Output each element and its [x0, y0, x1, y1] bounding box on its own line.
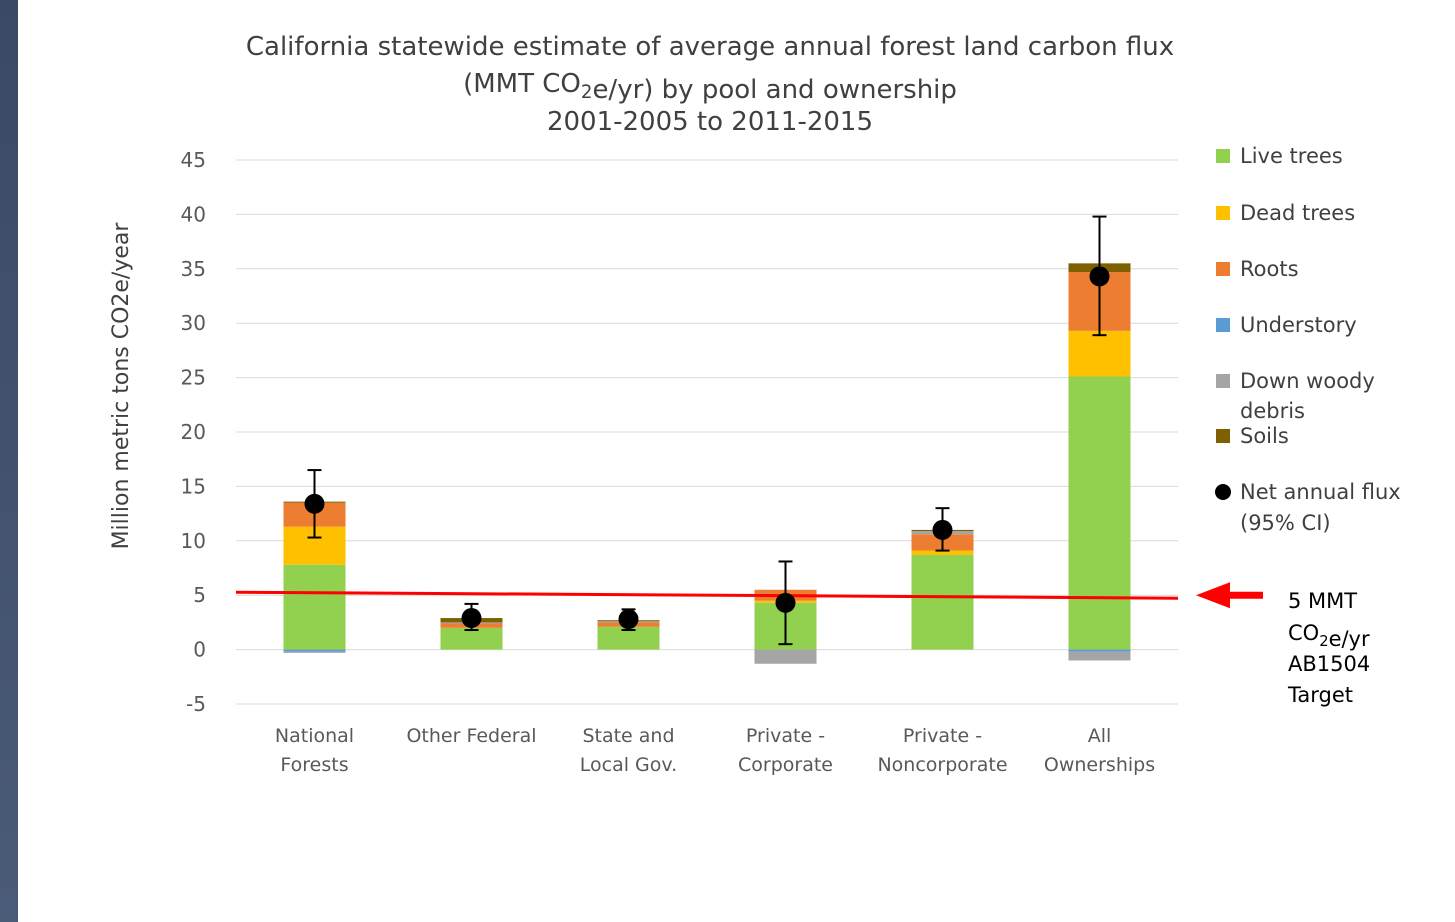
legend-label: (95% CI) — [1240, 511, 1331, 535]
y-tick-label: 40 — [181, 202, 206, 226]
net-flux-point — [932, 519, 953, 540]
legend: Live trees Dead trees Roots Understory Down … — [1215, 144, 1401, 535]
legend-swatch — [1216, 318, 1230, 332]
y-tick-label: 35 — [181, 257, 206, 281]
bar-segment — [911, 550, 974, 555]
category-label: Corporate — [738, 754, 833, 776]
x-axis-categories: National Forests Other Federal State and Loc… — [275, 725, 1155, 776]
legend-label: Live trees — [1240, 144, 1343, 168]
slide: California statewide estimate of average… — [18, 0, 1455, 922]
net-flux-point — [304, 493, 325, 514]
category-label: National — [275, 725, 354, 747]
y-tick-label: 10 — [181, 529, 206, 553]
net-flux-point — [618, 609, 639, 630]
legend-label: debris — [1240, 399, 1305, 423]
category-label: Forests — [280, 754, 348, 776]
y-tick-label: 0 — [193, 638, 206, 662]
bar-segment — [283, 564, 346, 650]
reference-arrow-head — [1196, 582, 1230, 609]
y-axis-label-text: Million metric tons CO2e/year — [109, 222, 134, 550]
bar-segment — [1068, 649, 1131, 652]
y-tick-label: 15 — [181, 474, 206, 498]
y-tick-label: 45 — [181, 148, 206, 172]
bar-segment — [1068, 376, 1131, 650]
chart-title-line: 2001-2005 to 2011-2015 — [547, 107, 873, 137]
reference-line — [235, 590, 1179, 600]
legend-label: Roots — [1240, 257, 1299, 281]
category-label: Private - — [903, 725, 982, 747]
gridlines — [236, 159, 1178, 705]
legend-swatch — [1216, 206, 1230, 220]
legend-swatch — [1216, 429, 1230, 443]
y-tick-label: -5 — [186, 692, 206, 716]
legend-marker — [1215, 484, 1231, 500]
y-tick-label: 5 — [193, 583, 206, 607]
category-label: Ownerships — [1044, 754, 1155, 776]
bar-segment — [440, 627, 503, 650]
reference-line-label: Target — [1287, 683, 1353, 707]
category-label: Local Gov. — [580, 754, 677, 776]
bar-segment — [1068, 330, 1131, 377]
legend-swatch — [1216, 262, 1230, 276]
y-tick-label: 30 — [181, 311, 206, 335]
bar-segment — [597, 626, 660, 650]
category-label: All — [1088, 725, 1112, 747]
bar-segment — [283, 651, 346, 653]
category-label: Noncorporate — [877, 754, 1007, 776]
chart: California statewide estimate of average… — [109, 32, 1401, 776]
reference-line-label: CO2e/yr — [1288, 621, 1370, 651]
legend-label: Dead trees — [1240, 201, 1355, 225]
legend-swatch — [1216, 149, 1230, 163]
y-tick-label: 25 — [181, 366, 206, 390]
category-label: Private - — [746, 725, 825, 747]
bar-segment — [1068, 651, 1131, 661]
y-tick-label: 20 — [181, 420, 206, 444]
net-flux-markers — [304, 215, 1110, 646]
reference-line-label: 5 MMT — [1288, 589, 1357, 613]
net-flux-point — [775, 592, 796, 613]
category-label: State and — [582, 725, 674, 747]
bars — [283, 263, 1131, 664]
bar-segment — [911, 554, 974, 650]
legend-label: Soils — [1240, 424, 1289, 448]
legend-label: Net annual flux — [1240, 480, 1401, 504]
legend-label: Down woody — [1240, 369, 1375, 393]
y-axis-ticks: -5 0 5 10 15 20 25 30 35 40 45 — [181, 148, 206, 716]
category-label: Other Federal — [406, 725, 536, 747]
net-flux-point — [461, 608, 482, 629]
chart-title-line: California statewide estimate of average… — [246, 32, 1174, 62]
legend-label: Understory — [1240, 313, 1357, 337]
chart-title-line: (MMT CO2e/yr) by pool and ownership — [463, 69, 957, 105]
reference-line-label: AB1504 — [1288, 652, 1370, 676]
y-axis-label: Million metric tons CO2e/year — [109, 222, 134, 550]
legend-swatch — [1216, 374, 1230, 388]
chart-title: California statewide estimate of average… — [246, 32, 1174, 137]
bar-segment — [754, 649, 817, 664]
bar-segment — [283, 649, 346, 652]
net-flux-point — [1089, 266, 1110, 287]
